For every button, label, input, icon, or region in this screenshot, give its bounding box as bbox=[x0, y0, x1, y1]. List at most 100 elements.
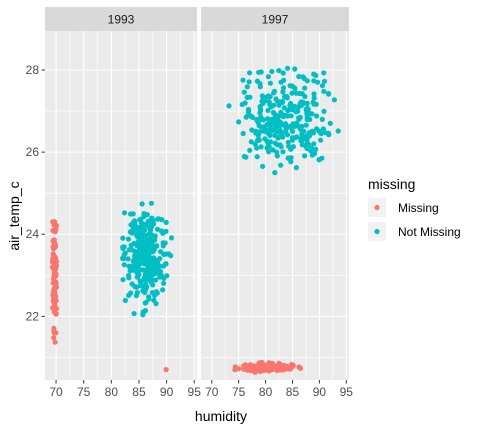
point-not-missing bbox=[254, 154, 260, 160]
point-not-missing bbox=[311, 91, 317, 97]
point-missing bbox=[297, 365, 304, 371]
point-not-missing bbox=[144, 268, 150, 274]
point-not-missing bbox=[163, 219, 169, 225]
point-missing bbox=[51, 335, 57, 341]
facet-strip-1993 bbox=[45, 7, 197, 31]
point-not-missing bbox=[248, 139, 254, 145]
point-missing bbox=[266, 365, 272, 372]
point-not-missing bbox=[304, 100, 310, 106]
point-not-missing bbox=[151, 264, 157, 271]
point-not-missing bbox=[307, 111, 313, 117]
point-not-missing bbox=[321, 70, 327, 76]
point-not-missing bbox=[321, 108, 327, 114]
point-not-missing bbox=[168, 235, 175, 241]
y-tick-label: 24 bbox=[26, 227, 40, 241]
point-not-missing bbox=[319, 116, 325, 122]
point-missing bbox=[257, 367, 263, 373]
point-not-missing bbox=[247, 94, 253, 100]
point-not-missing bbox=[298, 135, 304, 142]
point-not-missing bbox=[280, 85, 287, 91]
point-not-missing bbox=[135, 250, 141, 256]
point-not-missing bbox=[313, 101, 319, 107]
x-tick-label: 85 bbox=[286, 385, 300, 399]
point-not-missing bbox=[266, 99, 272, 105]
point-missing bbox=[51, 306, 57, 312]
point-not-missing bbox=[143, 254, 149, 260]
point-not-missing bbox=[142, 227, 148, 233]
point-not-missing bbox=[141, 274, 148, 280]
point-not-missing bbox=[151, 221, 157, 227]
point-not-missing bbox=[311, 151, 318, 157]
point-not-missing bbox=[287, 102, 293, 108]
point-not-missing bbox=[285, 155, 291, 161]
point-not-missing bbox=[311, 95, 317, 101]
point-not-missing bbox=[304, 139, 310, 145]
x-tick-label: 95 bbox=[188, 385, 202, 399]
point-missing bbox=[51, 328, 57, 334]
point-not-missing bbox=[280, 70, 286, 76]
legend-dot-missing bbox=[374, 204, 380, 211]
point-not-missing bbox=[293, 109, 299, 115]
point-not-missing bbox=[264, 94, 270, 100]
point-not-missing bbox=[257, 104, 263, 110]
point-not-missing bbox=[288, 113, 294, 119]
point-not-missing bbox=[275, 117, 281, 123]
point-missing bbox=[53, 223, 59, 229]
point-not-missing bbox=[125, 256, 131, 262]
y-tick-label: 28 bbox=[26, 63, 40, 77]
point-not-missing bbox=[284, 113, 290, 119]
point-not-missing bbox=[285, 108, 291, 114]
point-missing bbox=[250, 364, 257, 371]
point-not-missing bbox=[266, 143, 272, 150]
point-not-missing bbox=[140, 312, 146, 318]
legend-dot-not-missing bbox=[374, 228, 380, 235]
point-missing bbox=[53, 243, 59, 249]
point-not-missing bbox=[121, 244, 127, 250]
point-missing bbox=[51, 260, 57, 266]
point-not-missing bbox=[265, 74, 271, 80]
point-not-missing bbox=[160, 263, 167, 269]
point-not-missing bbox=[278, 109, 284, 115]
point-missing bbox=[53, 311, 59, 317]
x-tick-label: 90 bbox=[313, 385, 327, 399]
point-not-missing bbox=[280, 134, 286, 140]
point-not-missing bbox=[148, 277, 154, 283]
point-not-missing bbox=[130, 267, 136, 273]
data-points bbox=[49, 65, 341, 375]
point-not-missing bbox=[307, 133, 313, 139]
point-not-missing bbox=[242, 100, 248, 106]
point-missing bbox=[278, 366, 284, 372]
point-not-missing bbox=[126, 247, 132, 253]
x-tick-label: 80 bbox=[105, 385, 119, 399]
y-tick-label: 22 bbox=[26, 309, 40, 323]
point-not-missing bbox=[135, 239, 141, 245]
point-not-missing bbox=[145, 218, 151, 224]
point-not-missing bbox=[128, 290, 134, 296]
point-not-missing bbox=[139, 250, 145, 257]
point-not-missing bbox=[289, 90, 295, 96]
point-not-missing bbox=[311, 141, 317, 147]
point-missing bbox=[232, 367, 238, 373]
point-not-missing bbox=[241, 153, 247, 160]
point-not-missing bbox=[254, 145, 260, 151]
point-not-missing bbox=[139, 201, 145, 207]
point-not-missing bbox=[153, 289, 159, 295]
point-not-missing bbox=[161, 280, 167, 286]
point-not-missing bbox=[335, 128, 341, 134]
point-missing bbox=[252, 369, 258, 375]
point-missing bbox=[52, 229, 58, 235]
point-not-missing bbox=[160, 287, 166, 293]
point-not-missing bbox=[279, 99, 286, 105]
point-not-missing bbox=[125, 236, 132, 242]
x-tick-label: 70 bbox=[205, 385, 219, 399]
point-not-missing bbox=[303, 122, 309, 128]
point-not-missing bbox=[299, 142, 305, 148]
x-tick-label: 95 bbox=[340, 385, 354, 399]
point-not-missing bbox=[144, 243, 150, 249]
y-axis-title: air_temp_c bbox=[6, 181, 22, 250]
point-not-missing bbox=[278, 79, 284, 85]
point-not-missing bbox=[274, 153, 280, 159]
point-not-missing bbox=[149, 215, 155, 221]
point-not-missing bbox=[292, 123, 298, 129]
point-missing bbox=[257, 361, 263, 367]
